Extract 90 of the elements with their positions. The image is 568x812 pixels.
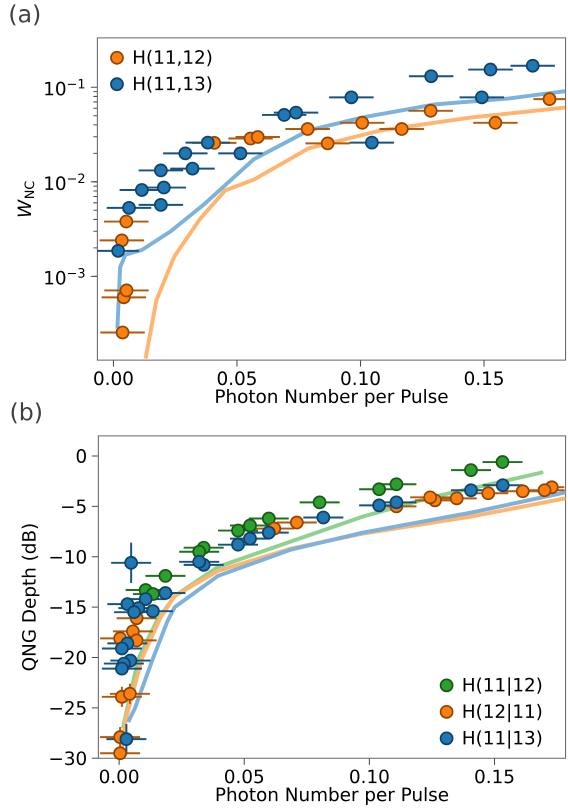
- y-tick-label: −5: [62, 500, 86, 514]
- point: [192, 554, 206, 569]
- point: [526, 58, 540, 73]
- point: [424, 104, 438, 118]
- y-tick-label: −25: [50, 700, 86, 715]
- point: [290, 516, 304, 530]
- point: [111, 244, 126, 258]
- point: [278, 108, 292, 122]
- point: [395, 122, 409, 136]
- point: [484, 62, 498, 76]
- point: [251, 130, 265, 144]
- point: [320, 136, 335, 150]
- point: [120, 284, 134, 298]
- y-axis-title: W$_{NC}$: [18, 181, 34, 216]
- point: [234, 146, 248, 160]
- point: [116, 326, 130, 340]
- y-tick-label: −20: [50, 650, 86, 664]
- x-tick-label: 0.10: [350, 769, 389, 784]
- x-axis-title: Photon Number per Pulse: [216, 787, 448, 805]
- y-tick-label: 10$^{−2}$: [45, 173, 84, 190]
- point: [146, 604, 160, 618]
- point: [496, 478, 510, 492]
- x-tick-label: 0.00: [94, 371, 133, 386]
- point: [516, 484, 530, 498]
- point: [262, 526, 276, 540]
- point: [316, 510, 330, 524]
- legend-label: H(11|13): [464, 730, 542, 749]
- point: [424, 69, 438, 84]
- legend-label: H(11,12): [134, 50, 212, 66]
- point: [496, 455, 510, 469]
- x-tick-label: 0.10: [342, 371, 380, 386]
- y-tick-label: −15: [50, 600, 86, 614]
- point: [344, 90, 358, 104]
- point: [300, 122, 315, 136]
- point: [390, 477, 404, 492]
- point: [135, 183, 149, 197]
- point: [372, 498, 386, 512]
- point: [120, 214, 134, 228]
- y-tick-label: 10$^{−3}$: [45, 268, 85, 285]
- point: [201, 136, 215, 150]
- x-axis-title: Photon Number per Pulse: [216, 388, 448, 407]
- x-tick-label: 0.05: [218, 371, 256, 386]
- point: [157, 180, 171, 194]
- point: [289, 106, 304, 120]
- chart-title: (a): [10, 4, 40, 26]
- point: [115, 234, 129, 248]
- point: [115, 662, 130, 676]
- point: [365, 136, 379, 150]
- point: [122, 201, 136, 215]
- point: [450, 491, 464, 506]
- point: [139, 592, 153, 606]
- point: [158, 569, 173, 583]
- x-tick-label: 0.00: [100, 769, 139, 784]
- point: [127, 605, 142, 620]
- point: [154, 164, 168, 178]
- point: [158, 586, 173, 600]
- x-tick-label: 0.15: [465, 371, 504, 386]
- point: [113, 746, 128, 760]
- point: [390, 495, 404, 510]
- legend-label: H(12|11): [464, 704, 542, 722]
- point: [424, 490, 438, 504]
- x-tick-label: 0.05: [225, 769, 264, 784]
- y-tick-label: 10$^{−1}$: [45, 79, 85, 96]
- point: [262, 512, 276, 526]
- line-series: [144, 106, 566, 360]
- point: [372, 482, 386, 496]
- point: [482, 486, 496, 500]
- point: [356, 116, 370, 130]
- point: [243, 518, 258, 532]
- y-tick-label: −10: [50, 550, 86, 564]
- point: [124, 556, 138, 570]
- point: [243, 532, 258, 546]
- point: [115, 642, 130, 656]
- legend-label: H(11|12): [464, 677, 542, 696]
- point: [312, 495, 327, 510]
- point: [186, 162, 200, 176]
- point: [464, 483, 478, 498]
- y-tick-label: −30: [50, 751, 86, 766]
- point: [464, 463, 478, 478]
- point: [231, 524, 246, 538]
- x-tick-label: 0.15: [476, 769, 514, 784]
- point: [178, 146, 192, 160]
- point: [154, 198, 168, 212]
- y-axis-title: QNG Depth (dB): [22, 524, 40, 670]
- chart-title: (b): [12, 402, 42, 424]
- legend-label: H(11,13): [134, 76, 212, 93]
- point: [488, 116, 503, 130]
- y-tick-label: 0: [76, 449, 86, 463]
- point: [475, 90, 489, 104]
- point: [231, 538, 246, 552]
